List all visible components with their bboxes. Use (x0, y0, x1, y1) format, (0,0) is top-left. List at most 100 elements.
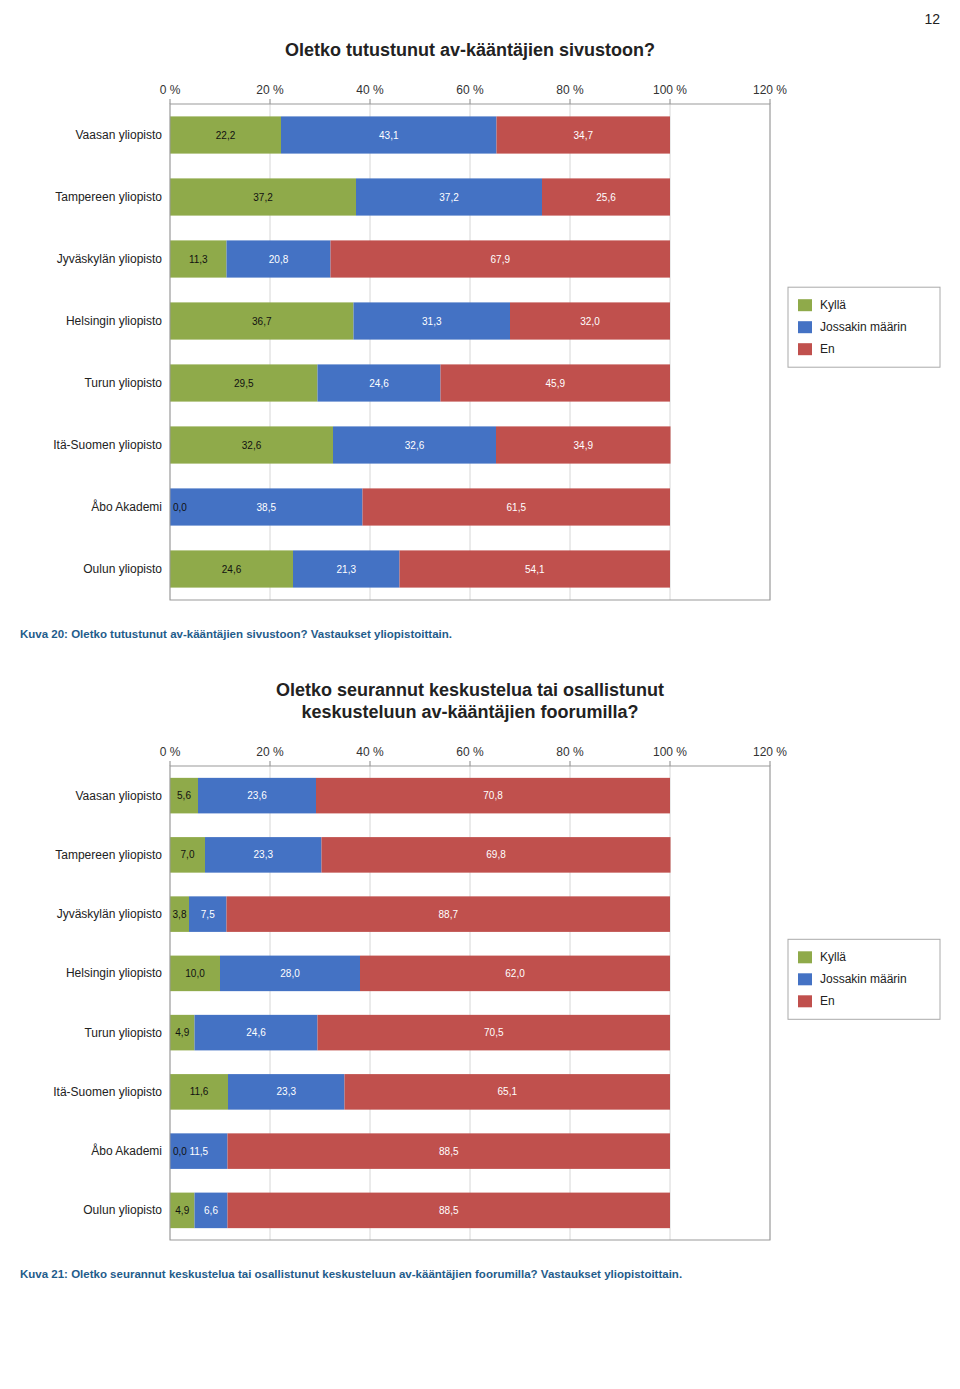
data-label: 28,0 (280, 968, 300, 979)
caption: Kuva 20: Oletko tutustunut av-kääntäjien… (20, 628, 452, 640)
bar-segment (542, 178, 670, 215)
data-label: 24,6 (222, 564, 242, 575)
data-label: 61,5 (507, 502, 527, 513)
legend-label: Kyllä (820, 298, 846, 312)
chart: Oletko tutustunut av-kääntäjien sivustoo… (20, 40, 940, 640)
bar-segment (170, 896, 189, 932)
data-label: 88,5 (439, 1146, 459, 1157)
data-label: 4,9 (175, 1027, 189, 1038)
bar-segment (333, 426, 496, 463)
bar-segment (170, 178, 356, 215)
tick-label: 120 % (753, 745, 787, 759)
bar-segment (293, 550, 400, 587)
bar-segment (345, 1074, 671, 1110)
category-label: Vaasan yliopisto (76, 789, 163, 803)
tick-label: 40 % (356, 83, 384, 97)
bar-segment (170, 956, 220, 992)
bar-segment (360, 956, 670, 992)
data-label: 34,9 (574, 440, 594, 451)
category-label: Helsingin yliopisto (66, 314, 162, 328)
data-label: 31,3 (422, 316, 442, 327)
data-label: 70,5 (484, 1027, 504, 1038)
category-label: Itä-Suomen yliopisto (53, 1085, 162, 1099)
data-label: 69,8 (486, 849, 506, 860)
bar-segment (170, 1015, 195, 1051)
tick-label: 80 % (556, 83, 584, 97)
tick-label: 120 % (753, 83, 787, 97)
tick-label: 60 % (456, 745, 484, 759)
data-label: 6,6 (204, 1205, 218, 1216)
tick-mark (570, 761, 571, 766)
legend: Kyllä Jossakin määrin En (788, 287, 940, 367)
bar-segment (400, 550, 671, 587)
legend-label: En (820, 994, 835, 1008)
bar-segment (497, 116, 671, 153)
legend-label: Jossakin määrin (820, 320, 907, 334)
tick-mark (470, 99, 471, 104)
data-label: 11,3 (189, 254, 208, 265)
tick-mark (670, 761, 671, 766)
tick-mark (470, 761, 471, 766)
legend: KylläJossakin määrinEn (788, 939, 940, 1019)
data-label: 67,9 (491, 254, 511, 265)
bar-segment (170, 240, 227, 277)
tick-label: 80 % (556, 745, 584, 759)
tick-label: 100 % (653, 745, 687, 759)
tick-mark (370, 761, 371, 766)
bar-segment (195, 1193, 228, 1229)
tick-label: 0 % (160, 83, 181, 97)
bar-segment (198, 778, 316, 814)
data-label: 38,5 (257, 502, 277, 513)
chart: Oletko seurannut keskustelua tai osallis… (20, 680, 940, 1280)
data-label: 62,0 (505, 968, 525, 979)
data-label: 70,8 (483, 790, 503, 801)
legend-swatch (798, 973, 812, 985)
bar-segment (170, 1074, 228, 1110)
data-label: 37,2 (439, 192, 459, 203)
data-label: 34,7 (574, 130, 594, 141)
bars (170, 116, 671, 587)
legend-label: Kyllä (820, 950, 846, 964)
category-label: Vaasan yliopisto (76, 128, 163, 142)
data-label: 88,5 (439, 1205, 459, 1216)
bar-segment (170, 1133, 228, 1169)
tick-label: 60 % (456, 83, 484, 97)
legend-frame (788, 287, 940, 367)
data-label: 11,6 (190, 1086, 209, 1097)
bar-segment (170, 426, 333, 463)
data-label: 0,0 (173, 1146, 187, 1157)
data-label: 32,6 (242, 440, 262, 451)
bar-segment (195, 1015, 318, 1051)
tick-mark (270, 99, 271, 104)
category-label: Turun yliopisto (84, 376, 162, 390)
bar-segment (281, 116, 497, 153)
data-label: 11,5 (189, 1146, 208, 1157)
data-label: 43,1 (379, 130, 399, 141)
category-label: Åbo Akademi (91, 499, 162, 514)
data-label: 10,0 (185, 968, 205, 979)
data-label: 21,3 (337, 564, 357, 575)
bar-segment (170, 488, 363, 525)
data-label: 7,0 (181, 849, 195, 860)
data-label: 24,6 (369, 378, 389, 389)
data-label: 3,8 (173, 909, 187, 920)
data-label: 36,7 (252, 316, 272, 327)
bar-segment (170, 550, 293, 587)
bar-segment (316, 778, 670, 814)
bar-segment (228, 1133, 671, 1169)
bar-segment (228, 1193, 671, 1229)
background (0, 0, 960, 1389)
bar-segment (170, 1193, 195, 1229)
data-label: 65,1 (498, 1086, 518, 1097)
tick-mark (170, 99, 171, 104)
bar-segment (220, 956, 360, 992)
legend-label: En (820, 342, 835, 356)
bar-segment (510, 302, 670, 339)
bars (170, 778, 671, 1228)
data-label: 22,2 (216, 130, 236, 141)
tick-label: 40 % (356, 745, 384, 759)
page: 12Oletko tutustunut av-kääntäjien sivust… (0, 0, 960, 1389)
bar-segment (318, 1015, 671, 1051)
data-label: 23,3 (277, 1086, 297, 1097)
bar-segment (170, 116, 281, 153)
